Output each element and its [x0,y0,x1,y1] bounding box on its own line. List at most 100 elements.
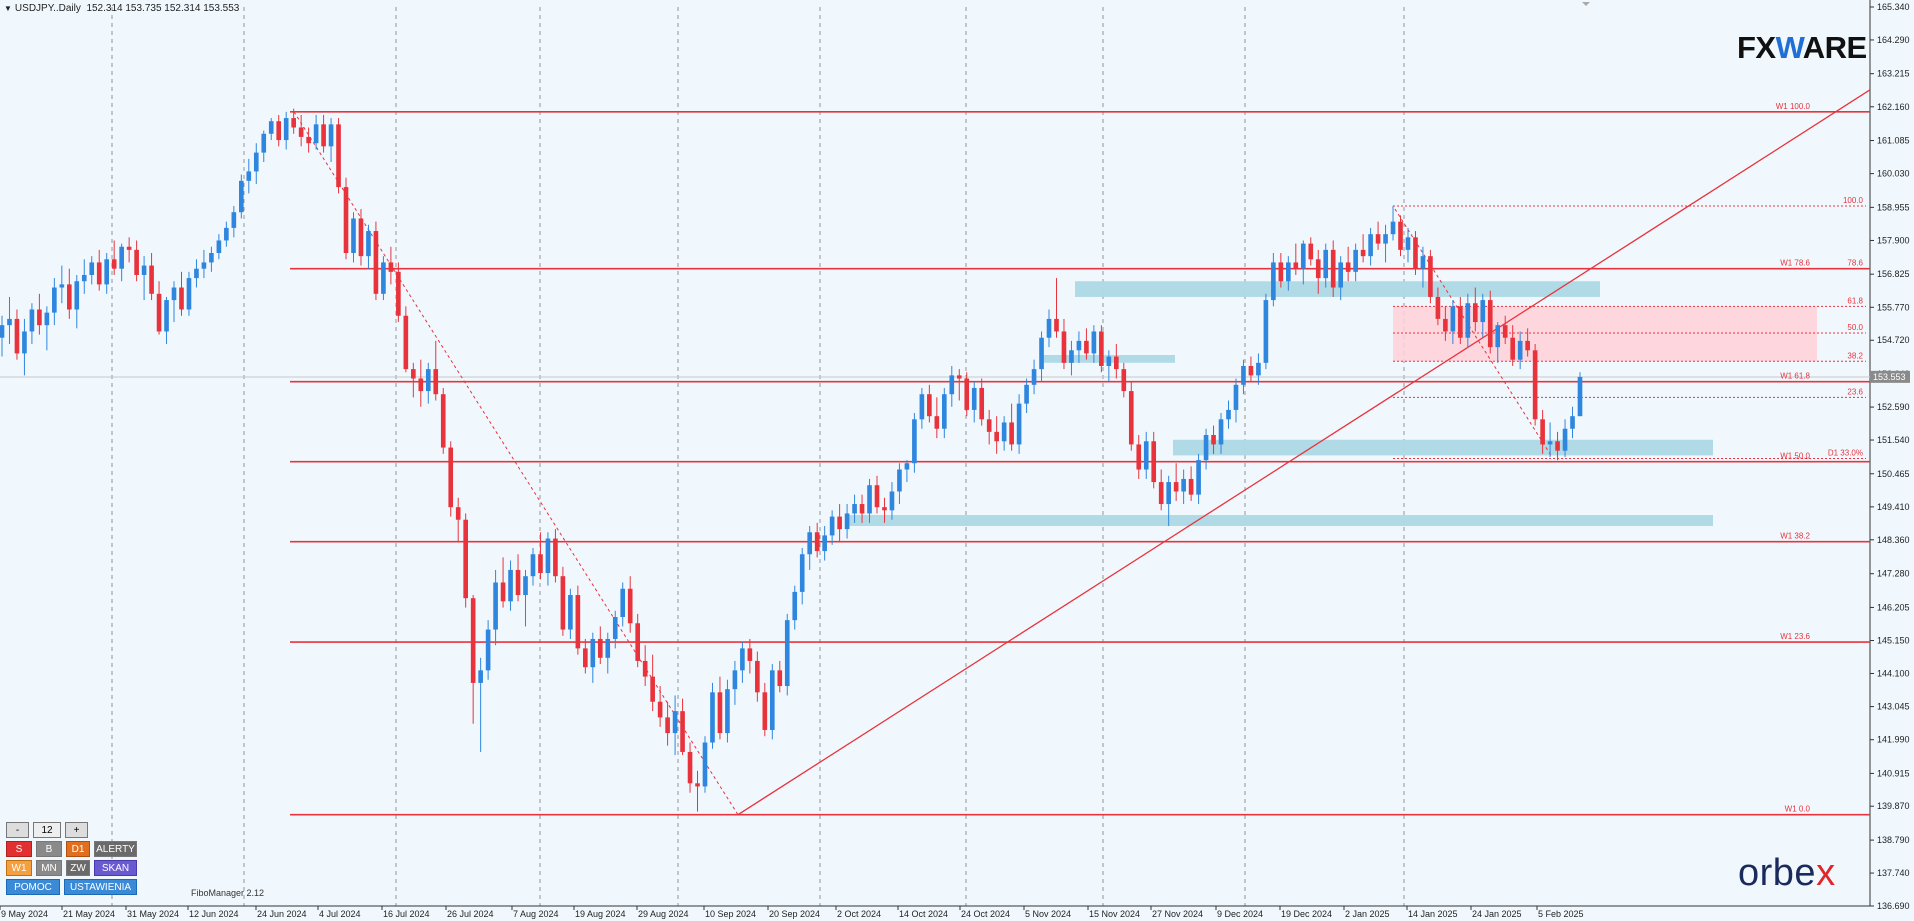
price-tick-label: 137.740 [1877,868,1910,878]
candle-body [852,504,857,514]
candle-body [1218,419,1224,445]
candle-body [523,576,528,596]
candle-body [201,262,207,269]
candle-body [927,394,932,417]
candle-body [1308,243,1314,260]
timeframe-w1-button[interactable]: W1 [6,860,32,876]
candle-body [343,187,349,254]
candle-body [388,262,394,272]
buy-button[interactable]: B [36,841,62,857]
candle-body [1540,419,1545,445]
price-tick-label: 165.340 [1877,2,1910,12]
time-tick-label: 2 Oct 2024 [837,909,881,919]
time-tick-label: 14 Jan 2025 [1408,909,1458,919]
candle-body [268,121,274,134]
price-tick-label: 155.770 [1877,302,1910,312]
candle-body [1465,303,1471,338]
candle-body [941,394,947,429]
candle-body [1323,249,1329,279]
candle-body [1353,249,1358,272]
candle-body [702,742,708,787]
candle-body [1420,256,1426,269]
candle-body [1532,350,1538,420]
candle-body [29,309,35,332]
time-tick-label: 16 Jul 2024 [383,909,430,919]
candle-body [605,638,611,658]
price-tick-label: 136.690 [1877,901,1910,911]
time-tick-label: 24 Jan 2025 [1472,909,1522,919]
price-tick-label: 140.915 [1877,768,1910,778]
candle-body [1286,262,1291,282]
sell-button[interactable]: S [6,841,32,857]
decrease-button[interactable]: - [6,822,29,838]
candle-body [1413,237,1418,269]
candle-body [762,692,768,730]
help-button[interactable]: POMOC [6,879,60,895]
candle-body [403,315,409,370]
price-tick-label: 161.085 [1877,136,1910,146]
zw-button[interactable]: ZW [66,860,90,876]
scan-button[interactable]: SKAN [94,860,137,876]
fib-d1-label: 23.6 [1847,387,1863,396]
candle-body [1338,262,1344,288]
candle-body [837,516,842,530]
candle-body [1487,300,1493,348]
dropdown-arrow-icon[interactable]: ▼ [4,4,12,13]
candle-body [949,375,955,395]
candle-body [897,469,902,492]
candle-body [508,569,513,602]
candle-body [934,416,940,429]
candle-body [657,701,663,718]
candle-body [560,576,566,630]
candle-body [44,312,50,326]
chart-title: ▼ USDJPY..Daily 152.314 153.735 152.314 1… [4,3,239,14]
candle-body [747,648,753,661]
time-tick-label: 29 Aug 2024 [638,909,689,919]
settings-button[interactable]: USTAWIENIA [64,879,137,895]
candle-body [0,325,5,338]
fib-d1-label: 50.0 [1847,323,1863,332]
candle-body [1502,325,1508,338]
candle-body [7,318,12,326]
candle-body [261,133,267,153]
candle-body [209,253,214,263]
increase-button[interactable]: + [65,822,88,838]
period-field[interactable]: 12 [33,822,61,838]
candle-body [755,660,760,693]
candle-body [1203,435,1209,461]
time-tick-label: 10 Sep 2024 [705,909,756,919]
time-tick-label: 19 Dec 2024 [1281,909,1332,919]
demand-zone [1173,439,1713,456]
candle-body [313,124,319,144]
candle-body [1188,478,1194,495]
timeframe-d1-button[interactable]: D1 [66,841,90,857]
fib-level-label: W1 50.0 [1780,452,1810,461]
candle-body [1248,365,1254,376]
candle-body [553,538,558,577]
candle-body [1263,300,1269,363]
time-tick-label: 26 Jul 2024 [447,909,494,919]
candle-body [620,588,626,618]
candle-body [1173,482,1179,492]
candle-body [37,309,42,326]
candle-body [1450,306,1456,332]
alerts-button[interactable]: ALERTY [94,841,137,857]
candle-body [867,485,872,514]
candle-body [904,463,910,470]
timeframe-mn-button[interactable]: MN [36,860,62,876]
candle-body [889,491,895,511]
candle-body [149,265,154,294]
candle-body [246,171,252,181]
candle-body [164,300,169,332]
candle-body [298,127,304,137]
candle-body [1158,482,1164,505]
candle-body [1031,369,1037,385]
candle-body [1046,318,1052,338]
candle-body [1099,331,1104,366]
candle-body [134,249,139,275]
candle-body [171,287,177,301]
candle-body [1555,441,1560,451]
candle-body [1495,325,1501,348]
candle-body [710,692,715,743]
